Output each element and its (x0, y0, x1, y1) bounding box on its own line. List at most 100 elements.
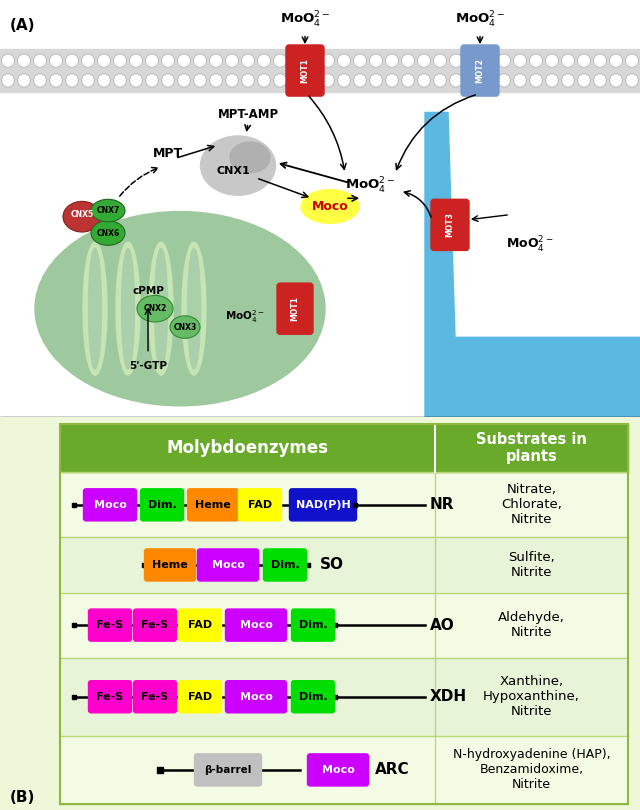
Text: CNX2: CNX2 (143, 305, 166, 313)
Circle shape (17, 54, 31, 67)
Ellipse shape (137, 296, 173, 322)
Circle shape (17, 74, 31, 87)
Circle shape (305, 74, 319, 87)
Text: Xanthine,
Hypoxanthine,
Nitrite: Xanthine, Hypoxanthine, Nitrite (483, 676, 580, 718)
Ellipse shape (230, 142, 270, 173)
FancyBboxPatch shape (179, 609, 221, 642)
Text: ARC: ARC (375, 762, 410, 778)
Text: Moco: Moco (212, 560, 244, 570)
Ellipse shape (301, 190, 359, 224)
Text: AO: AO (430, 617, 455, 633)
Ellipse shape (188, 249, 200, 369)
Circle shape (129, 54, 143, 67)
Circle shape (65, 74, 79, 87)
Ellipse shape (63, 202, 101, 232)
Circle shape (257, 54, 271, 67)
Circle shape (369, 74, 383, 87)
Text: FAD: FAD (188, 620, 212, 630)
Circle shape (433, 74, 447, 87)
Circle shape (161, 54, 175, 67)
Ellipse shape (182, 242, 206, 375)
Bar (60, 735, 628, 804)
Circle shape (433, 54, 447, 67)
Circle shape (561, 54, 575, 67)
Circle shape (161, 74, 175, 87)
Circle shape (513, 54, 527, 67)
Text: Fe-S: Fe-S (97, 692, 124, 701)
Circle shape (513, 74, 527, 87)
Circle shape (193, 74, 207, 87)
FancyBboxPatch shape (461, 45, 499, 96)
Text: Fe-S: Fe-S (97, 620, 124, 630)
Circle shape (561, 74, 575, 87)
Circle shape (289, 54, 303, 67)
Text: SO: SO (320, 557, 344, 573)
Text: MOT3: MOT3 (445, 212, 454, 237)
Circle shape (145, 74, 159, 87)
Text: Sulfite,
Nitrite: Sulfite, Nitrite (508, 551, 555, 579)
Text: Aldehyde,
Nitrite: Aldehyde, Nitrite (498, 611, 565, 639)
FancyBboxPatch shape (188, 488, 239, 521)
Text: cPMP: cPMP (132, 286, 164, 296)
Circle shape (529, 54, 543, 67)
Bar (60, 658, 628, 735)
Circle shape (609, 54, 623, 67)
Circle shape (401, 54, 415, 67)
Circle shape (113, 74, 127, 87)
Ellipse shape (200, 136, 275, 195)
Circle shape (289, 74, 303, 87)
Circle shape (145, 54, 159, 67)
Circle shape (337, 54, 351, 67)
FancyBboxPatch shape (225, 609, 287, 642)
FancyBboxPatch shape (291, 680, 335, 713)
Circle shape (305, 54, 319, 67)
Text: Dim.: Dim. (271, 560, 300, 570)
Bar (0, 417, 640, 429)
Text: MOT1: MOT1 (301, 58, 310, 83)
FancyBboxPatch shape (134, 609, 177, 642)
FancyBboxPatch shape (277, 284, 313, 335)
Text: CNX5: CNX5 (70, 210, 93, 220)
Text: Nitrate,
Chlorate,
Nitrite: Nitrate, Chlorate, Nitrite (501, 484, 562, 526)
Circle shape (497, 54, 511, 67)
Text: Fe-S: Fe-S (141, 620, 168, 630)
Circle shape (369, 54, 383, 67)
Ellipse shape (88, 249, 102, 369)
Text: Moco: Moco (239, 692, 273, 701)
Circle shape (257, 74, 271, 87)
Circle shape (1, 74, 15, 87)
FancyBboxPatch shape (134, 680, 177, 713)
Ellipse shape (91, 221, 125, 245)
FancyBboxPatch shape (289, 488, 356, 521)
Circle shape (49, 54, 63, 67)
Circle shape (81, 54, 95, 67)
Circle shape (353, 74, 367, 87)
Text: (B): (B) (10, 791, 35, 805)
Text: CNX6: CNX6 (97, 228, 120, 237)
Text: FAD: FAD (188, 692, 212, 701)
Text: 5'-GTP: 5'-GTP (129, 361, 167, 371)
Circle shape (481, 54, 495, 67)
Circle shape (417, 54, 431, 67)
Circle shape (209, 74, 223, 87)
Text: Dim.: Dim. (148, 500, 177, 509)
Circle shape (33, 54, 47, 67)
Bar (60, 424, 628, 472)
Ellipse shape (83, 242, 107, 375)
Circle shape (321, 54, 335, 67)
Circle shape (241, 54, 255, 67)
Circle shape (273, 74, 287, 87)
Circle shape (625, 74, 639, 87)
Circle shape (529, 74, 543, 87)
Text: MPT: MPT (153, 147, 183, 160)
Circle shape (449, 54, 463, 67)
Text: Moco: Moco (321, 765, 355, 775)
Text: Molybdoenzymes: Molybdoenzymes (166, 439, 328, 457)
Text: MoO$_4^{2-}$: MoO$_4^{2-}$ (225, 309, 265, 326)
Circle shape (33, 74, 47, 87)
Circle shape (321, 74, 335, 87)
Bar (60, 472, 628, 537)
Circle shape (577, 54, 591, 67)
Bar (60, 424, 628, 804)
Text: Heme: Heme (195, 500, 231, 509)
